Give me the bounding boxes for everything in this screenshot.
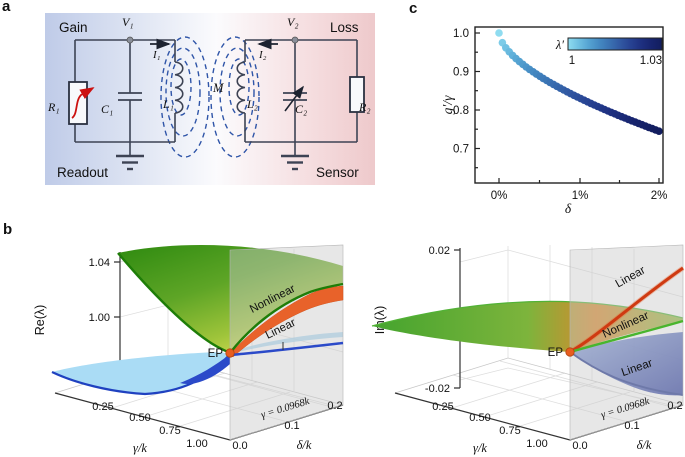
v2-label: V₂ bbox=[287, 15, 299, 29]
y-tick-0.9: 0.9 bbox=[453, 67, 469, 79]
linear-lower-fan bbox=[180, 354, 230, 384]
i1-label: I₁ bbox=[152, 49, 161, 61]
delta-tick-0.0: 0.0 bbox=[572, 440, 587, 452]
gamma-axis-labels: 0.25 0.50 0.75 1.00 γ/k bbox=[432, 401, 547, 455]
r2-label: R₂ bbox=[358, 100, 371, 114]
resistor-r2 bbox=[349, 76, 365, 113]
delta-axis-label: δ/k bbox=[637, 438, 652, 452]
colorbar bbox=[567, 37, 663, 51]
z-tick-1.00: 1.00 bbox=[89, 312, 110, 324]
c1-label: C₁ bbox=[101, 102, 113, 116]
node-v1 bbox=[126, 36, 134, 44]
nonlinear-edge bbox=[117, 252, 231, 355]
linear-upper-branch bbox=[229, 285, 344, 358]
re-lambda-surface-plot: 1.04 1.00 0.96 Re(λ) EP Nonlinear Linear… bbox=[33, 244, 344, 455]
ep-label: EP bbox=[208, 348, 224, 360]
l2-label: L₂ bbox=[246, 97, 258, 111]
y-tick-1.0: 1.0 bbox=[453, 28, 469, 40]
sensitivity-scatter-plot: 1.0 0.9 0.8 0.7 0% 1% 2% g′/γ δ λ′ 1 1.0… bbox=[440, 26, 668, 215]
z-axis-label: Re(λ) bbox=[33, 305, 47, 336]
m-label: M bbox=[212, 81, 224, 95]
inductor-l2 bbox=[236, 61, 246, 114]
gain-label: Gain bbox=[59, 20, 88, 35]
circuit-diagram: Gain Loss Readout Sensor V₁ V₂ I₁ I₂ R₁ … bbox=[45, 13, 375, 185]
z-tick-neg0.02: -0.02 bbox=[425, 383, 450, 395]
gamma-tick-1.00: 1.00 bbox=[186, 438, 207, 450]
scatter-points bbox=[495, 29, 663, 135]
panel-a-letter: a bbox=[2, 0, 11, 15]
colorbar-label: λ′ bbox=[555, 38, 564, 52]
gamma-tick-0.50: 0.50 bbox=[129, 412, 150, 424]
mutual-coupling-flux bbox=[160, 36, 260, 158]
nonlinear-branch-on-plane bbox=[229, 282, 344, 354]
gamma-tick-0.25: 0.25 bbox=[432, 401, 453, 413]
gamma-tick-0.25: 0.25 bbox=[92, 401, 113, 413]
gamma-axis-labels: 0.25 0.50 0.75 1.00 γ/k bbox=[92, 401, 207, 455]
lower-surface-sliver bbox=[230, 332, 343, 354]
plot-frame bbox=[474, 26, 664, 184]
v1-label: V₁ bbox=[122, 15, 134, 29]
ep-dot bbox=[225, 348, 235, 358]
r1-label: R₁ bbox=[47, 100, 60, 114]
linear-lower-surface bbox=[570, 332, 683, 396]
slice-plane bbox=[569, 244, 684, 441]
inductor-l1 bbox=[174, 61, 184, 114]
gamma-tick-0.75: 0.75 bbox=[159, 425, 180, 437]
l1-label: L₁ bbox=[162, 97, 174, 111]
ep-dot bbox=[565, 347, 575, 357]
nonlinear-flat-surface bbox=[372, 301, 683, 352]
z-axis-label: Im(λ) bbox=[373, 306, 387, 334]
axis-ticks bbox=[475, 32, 660, 183]
z-tick-1.04: 1.04 bbox=[89, 257, 110, 269]
loss-label: Loss bbox=[330, 20, 359, 35]
z-tick-0.02: 0.02 bbox=[429, 245, 450, 257]
panel-b-letter: b bbox=[3, 221, 13, 238]
x-tick-1pct: 1% bbox=[572, 190, 589, 202]
data-point bbox=[495, 29, 503, 37]
im-lambda-surface-plot: 0.02 0.00 -0.02 Im(λ) EP Linear Nonlinea… bbox=[371, 244, 685, 455]
readout-label: Readout bbox=[57, 165, 108, 180]
linear-lower-branch-on-plane bbox=[229, 341, 344, 357]
delta-tick-0.2: 0.2 bbox=[327, 400, 342, 412]
linear-upper-branch bbox=[569, 266, 684, 354]
linear-lower-edge bbox=[569, 351, 684, 396]
sensor-label: Sensor bbox=[316, 165, 359, 180]
nonlinear-branch-on-plane bbox=[569, 319, 684, 354]
gamma-tick-0.50: 0.50 bbox=[469, 412, 490, 424]
circuit-wires bbox=[74, 39, 358, 156]
x-axis-label: δ bbox=[565, 201, 572, 215]
delta-tick-0.1: 0.1 bbox=[284, 420, 299, 432]
gain-loss-background bbox=[45, 13, 375, 185]
colorbar-max: 1.03 bbox=[640, 55, 662, 67]
y-tick-0.7: 0.7 bbox=[453, 144, 469, 156]
panel-c-letter: c bbox=[409, 0, 418, 17]
variable-capacitor-arrow bbox=[284, 85, 304, 112]
c2-label: C₂ bbox=[295, 102, 307, 116]
delta-tick-0.0: 0.0 bbox=[232, 440, 247, 452]
y-axis-label: g′/γ bbox=[440, 95, 455, 114]
delta-axis-label: δ/k bbox=[297, 438, 312, 452]
nonlinear-surface-edge bbox=[371, 300, 684, 327]
delta-axis-labels: 0.0 0.1 0.2 δ/k bbox=[232, 400, 342, 452]
gamma-tick-1.00: 1.00 bbox=[526, 438, 547, 450]
delta-tick-0.1: 0.1 bbox=[624, 420, 639, 432]
nonlinear-upper-surface bbox=[118, 245, 343, 353]
node-v2 bbox=[291, 36, 299, 44]
gain-element-arrow bbox=[71, 87, 95, 119]
i2-label: I₂ bbox=[258, 49, 267, 61]
gamma-tick-0.75: 0.75 bbox=[499, 425, 520, 437]
gamma-axis-label: γ/k bbox=[133, 441, 147, 455]
delta-axis-labels: 0.0 0.1 0.2 δ/k bbox=[572, 400, 682, 452]
gamma-axis-label: γ/k bbox=[473, 441, 487, 455]
x-tick-2pct: 2% bbox=[651, 190, 668, 202]
x-tick-0pct: 0% bbox=[491, 190, 508, 202]
ep-label: EP bbox=[548, 347, 564, 359]
ground-symbols bbox=[116, 154, 309, 171]
y-tick-0.8: 0.8 bbox=[453, 105, 469, 117]
data-point bbox=[655, 127, 663, 135]
delta-tick-0.2: 0.2 bbox=[667, 400, 682, 412]
colorbar-min: 1 bbox=[569, 55, 575, 67]
